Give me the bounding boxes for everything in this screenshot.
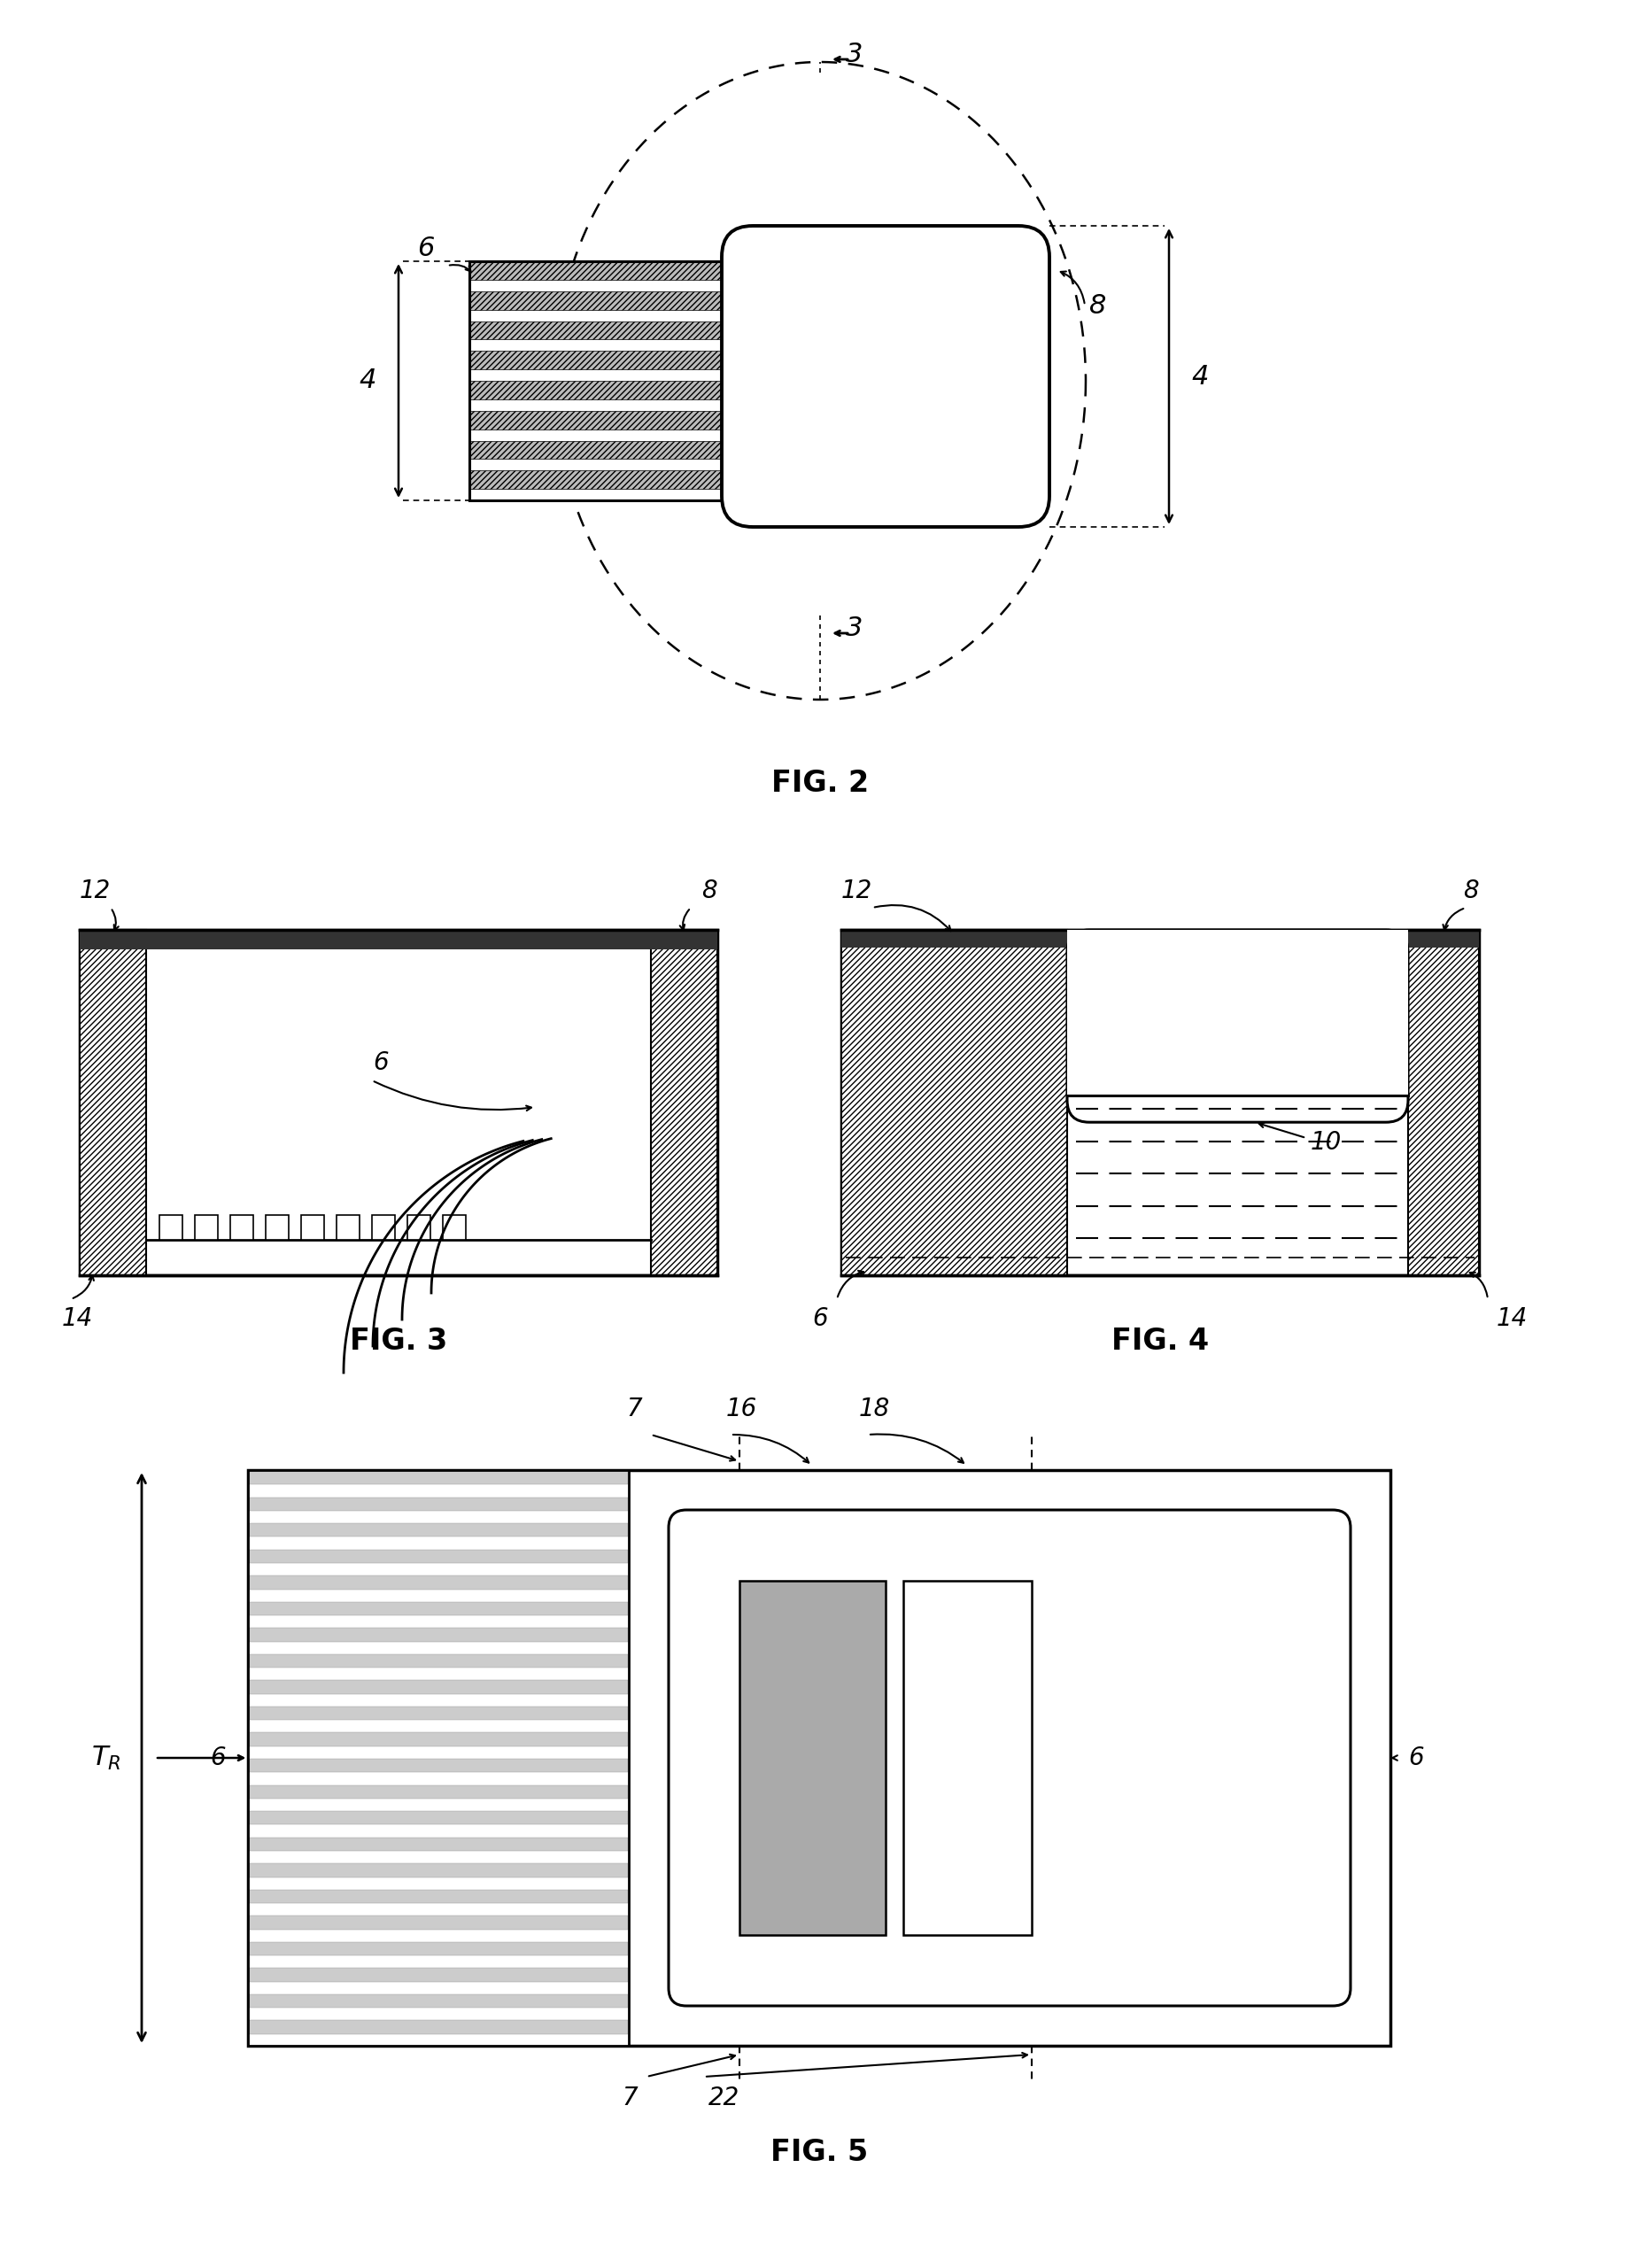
Text: 14: 14 bbox=[1497, 1306, 1528, 1331]
Bar bbox=[249, 2021, 629, 2034]
Bar bbox=[469, 440, 722, 458]
Bar bbox=[469, 352, 722, 370]
Text: 16: 16 bbox=[727, 1397, 758, 1422]
Bar bbox=[195, 1216, 218, 1241]
Bar bbox=[159, 1216, 182, 1241]
Bar bbox=[249, 1628, 629, 1642]
Bar bbox=[651, 930, 717, 1275]
Bar bbox=[249, 1969, 629, 1982]
Text: 12: 12 bbox=[842, 878, 873, 903]
Bar bbox=[469, 469, 722, 490]
Bar bbox=[469, 261, 722, 501]
Bar bbox=[469, 322, 722, 340]
Bar bbox=[249, 1576, 629, 1590]
FancyBboxPatch shape bbox=[1067, 930, 1408, 1123]
Text: 12: 12 bbox=[80, 878, 112, 903]
Bar bbox=[248, 1470, 1390, 2046]
Bar bbox=[249, 1864, 629, 1878]
FancyBboxPatch shape bbox=[668, 1510, 1351, 2005]
Text: 3: 3 bbox=[845, 43, 863, 68]
Bar bbox=[903, 1581, 1032, 1935]
Text: 6: 6 bbox=[373, 1050, 389, 1075]
Bar bbox=[80, 930, 717, 1275]
Bar bbox=[469, 261, 722, 501]
Text: 3: 3 bbox=[845, 617, 863, 642]
Text: FIG. 4: FIG. 4 bbox=[1111, 1327, 1209, 1356]
Bar bbox=[249, 1758, 629, 1771]
Bar bbox=[336, 1216, 359, 1241]
Bar bbox=[249, 1812, 629, 1826]
Text: 7: 7 bbox=[622, 2087, 638, 2109]
Bar bbox=[266, 1216, 289, 1241]
Bar bbox=[249, 1497, 629, 1510]
Text: 8: 8 bbox=[1464, 878, 1479, 903]
Text: 6: 6 bbox=[812, 1306, 829, 1331]
Bar bbox=[842, 930, 1479, 1275]
Bar bbox=[249, 1524, 629, 1538]
Bar bbox=[249, 1733, 629, 1746]
Bar bbox=[842, 930, 1067, 1275]
Text: 6: 6 bbox=[417, 236, 433, 261]
Text: 22: 22 bbox=[709, 2087, 740, 2109]
Bar bbox=[249, 1837, 629, 1851]
Bar bbox=[740, 1581, 886, 1935]
Bar bbox=[248, 1470, 629, 2046]
Bar bbox=[443, 1216, 466, 1241]
Bar bbox=[249, 1706, 629, 1719]
Text: 4: 4 bbox=[1191, 363, 1208, 390]
Bar bbox=[249, 1785, 629, 1799]
Text: FIG. 3: FIG. 3 bbox=[350, 1327, 448, 1356]
Bar bbox=[249, 1889, 629, 1903]
Bar bbox=[249, 1916, 629, 1930]
Text: FIG. 5: FIG. 5 bbox=[770, 2136, 868, 2166]
Text: 18: 18 bbox=[858, 1397, 889, 1422]
Bar bbox=[249, 1549, 629, 1563]
Bar bbox=[248, 1470, 629, 2046]
Bar bbox=[80, 930, 717, 950]
Bar bbox=[842, 930, 1479, 948]
Bar bbox=[249, 1941, 629, 1955]
Text: 6: 6 bbox=[210, 1746, 226, 1771]
Bar bbox=[249, 1601, 629, 1615]
Bar bbox=[80, 930, 146, 1275]
Bar bbox=[469, 381, 722, 399]
Bar bbox=[469, 411, 722, 429]
Text: 8: 8 bbox=[702, 878, 717, 903]
Bar bbox=[373, 1216, 395, 1241]
Text: 6: 6 bbox=[1408, 1746, 1424, 1771]
Text: 7: 7 bbox=[627, 1397, 642, 1422]
Bar bbox=[230, 1216, 253, 1241]
Bar bbox=[407, 1216, 430, 1241]
Bar bbox=[469, 261, 722, 279]
Bar bbox=[1067, 930, 1408, 1095]
Text: 10: 10 bbox=[1311, 1129, 1342, 1154]
Text: $T_R$: $T_R$ bbox=[92, 1744, 121, 1771]
Text: 8: 8 bbox=[1090, 293, 1106, 318]
Bar bbox=[469, 290, 722, 311]
Text: 4: 4 bbox=[359, 367, 376, 395]
Text: FIG. 2: FIG. 2 bbox=[771, 769, 868, 798]
Bar bbox=[249, 1994, 629, 2007]
Text: 14: 14 bbox=[62, 1306, 94, 1331]
Bar bbox=[249, 1681, 629, 1694]
Bar bbox=[300, 1216, 325, 1241]
FancyBboxPatch shape bbox=[722, 227, 1050, 526]
Bar bbox=[249, 1653, 629, 1667]
Bar bbox=[1408, 930, 1479, 1275]
Bar bbox=[249, 1472, 629, 1486]
